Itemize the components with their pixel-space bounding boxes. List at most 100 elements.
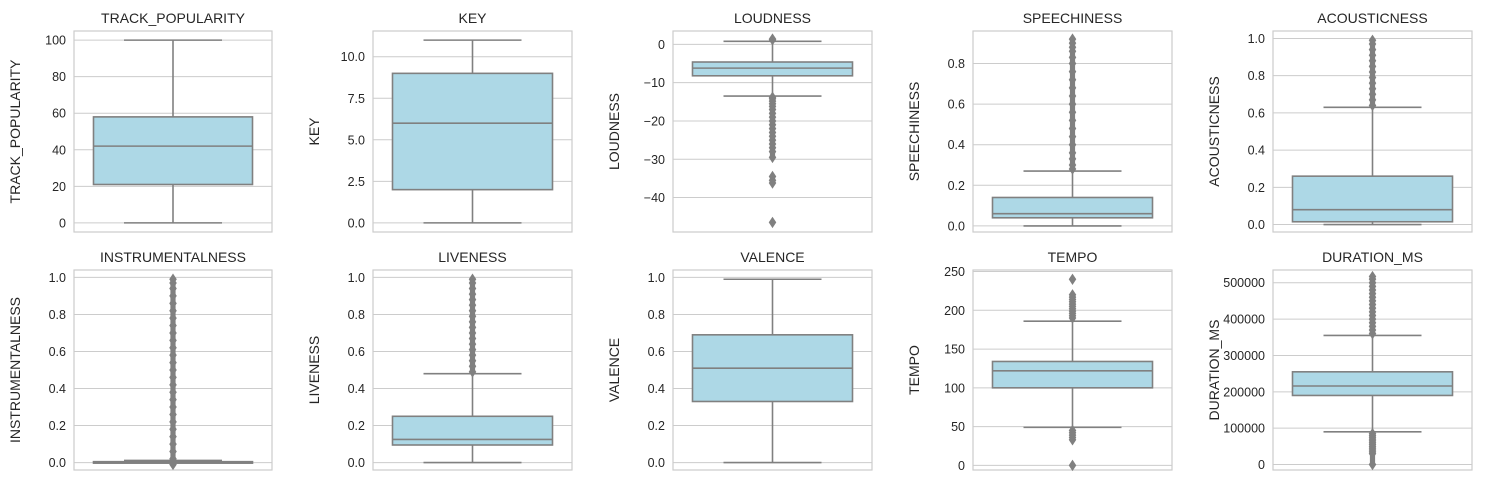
outlier-point [1068, 33, 1077, 45]
subplot-track-popularity: 0 20 40 60 80 100 TRACK_POPULARITY TRACK_POPULA… [7, 10, 273, 233]
subplot-title: DURATION_MS [1322, 249, 1423, 265]
y-tick-label: 150 [944, 343, 965, 357]
y-tick-label: 0.0 [948, 219, 965, 233]
y-axis-label: ACOUSTICNESS [1206, 76, 1222, 186]
y-tick-label: 0 [958, 459, 965, 473]
y-tick-label: 300000 [1223, 349, 1265, 363]
subplot-instrumentalness: 0.0 0.2 0.4 0.6 0.8 1.0 INSTRUMENTALNESS INSTRU… [7, 249, 273, 471]
outlier-point [768, 91, 777, 103]
y-tick-label: 80 [52, 70, 66, 84]
y-axis-label: DURATION_MS [1206, 320, 1222, 421]
subplot-title: TRACK_POPULARITY [101, 10, 246, 26]
y-tick-label: 0.6 [49, 345, 66, 359]
y-tick-label: 0.6 [348, 345, 365, 359]
y-tick-label: 500000 [1223, 276, 1265, 290]
subplot-acousticness: 0.0 0.2 0.4 0.6 0.8 1.0 ACOUSTICNESS ACOUSTICNE… [1206, 10, 1473, 233]
subplot-duration-ms: 0 100000 200000 300000 400000 500000 DURATION_… [1206, 249, 1473, 472]
iqr-box [991, 360, 1154, 389]
y-tick-label: 250 [944, 265, 965, 279]
outlier-point [1368, 34, 1377, 47]
y-tick-label: 0.4 [948, 138, 965, 152]
outlier-point [169, 273, 177, 285]
y-tick-label: −10 [644, 76, 665, 90]
axes-frame [372, 269, 573, 471]
y-tick-label: 0.2 [648, 419, 665, 433]
y-tick-label: 50 [951, 420, 965, 434]
subplot-title: TEMPO [1048, 249, 1098, 265]
iqr-box [1291, 371, 1454, 397]
subplot-key: 0.0 2.5 5.0 7.5 10.0 KEY KEY [306, 10, 573, 233]
y-tick-label: 1.0 [648, 271, 665, 285]
outlier-point [1368, 427, 1377, 440]
y-tick-label: 0.6 [948, 98, 965, 112]
axes-frame [73, 30, 273, 233]
y-tick-label: 400000 [1223, 313, 1265, 327]
y-tick-label: 100 [944, 381, 965, 395]
y-tick-label: 0.0 [49, 456, 66, 470]
subplot-title: INSTRUMENTALNESS [100, 249, 246, 265]
y-tick-label: 100 [45, 34, 66, 48]
subplot-title: LIVENESS [438, 249, 506, 265]
axes-frame [372, 30, 573, 233]
y-tick-label: 60 [52, 107, 66, 121]
y-tick-label: 0.2 [948, 179, 965, 193]
outlier-point [768, 170, 777, 183]
y-tick-label: −40 [644, 191, 665, 205]
y-tick-label: 7.5 [348, 92, 365, 106]
y-axis-label: SPEECHINESS [906, 82, 922, 182]
y-tick-label: −20 [644, 114, 665, 128]
subplot-liveness: 0.0 0.2 0.4 0.6 0.8 1.0 LIVENESS LIVENESS [306, 249, 573, 471]
y-tick-label: 0.2 [49, 419, 66, 433]
y-tick-label: 40 [52, 143, 66, 157]
y-tick-label: 0.4 [49, 382, 66, 396]
y-tick-label: 0.4 [348, 382, 365, 396]
subplot-loudness: −40 −30 −20 −10 0 LOUDNESS LOUDNESS [606, 10, 873, 233]
y-axis-label: VALENCE [606, 338, 622, 402]
y-tick-label: 0.6 [648, 345, 665, 359]
y-axis-label: TRACK_POPULARITY [7, 59, 23, 204]
y-axis-label: TEMPO [906, 345, 922, 395]
iqr-box [991, 196, 1154, 219]
y-axis-label: LIVENESS [306, 336, 322, 404]
axes-frame [1272, 30, 1473, 233]
y-tick-label: 10.0 [341, 50, 365, 64]
outlier-point [1368, 270, 1377, 283]
y-tick-label: 0.8 [49, 308, 66, 322]
subplot-title: VALENCE [740, 249, 804, 265]
y-tick-label: 100000 [1223, 422, 1265, 436]
outlier-point [1068, 459, 1077, 472]
y-tick-label: 0.8 [648, 308, 665, 322]
y-tick-label: 0.0 [648, 456, 665, 470]
subplot-tempo: 0 50 100 150 200 250 TEMPO TEMPO [906, 249, 1173, 473]
y-axis-label: INSTRUMENTALNESS [7, 297, 23, 443]
subplot-title: LOUDNESS [734, 10, 811, 26]
subplot-title: KEY [458, 10, 487, 26]
y-tick-label: 0.2 [1248, 181, 1265, 195]
y-tick-label: 200 [944, 304, 965, 318]
iqr-box [391, 415, 554, 446]
y-tick-label: 0.0 [348, 456, 365, 470]
outlier-point [768, 33, 777, 45]
y-tick-label: 0.8 [348, 308, 365, 322]
outlier-point [1068, 273, 1077, 286]
y-tick-label: 2.5 [348, 175, 365, 189]
y-tick-label: 1.0 [348, 271, 365, 285]
y-tick-label: 1.0 [49, 271, 66, 285]
outlier-point [468, 273, 477, 285]
axes-frame [972, 30, 1173, 233]
subplot-title: SPEECHINESS [1023, 10, 1123, 26]
axes-frame [672, 269, 873, 471]
y-tick-label: 0.6 [1248, 106, 1265, 120]
y-tick-label: 5.0 [348, 133, 365, 147]
y-tick-label: 0.8 [948, 57, 965, 71]
iqr-box [391, 72, 554, 191]
iqr-box [92, 116, 254, 186]
outlier-point [768, 216, 777, 229]
y-tick-label: 0 [1258, 458, 1265, 472]
y-tick-label: 0.4 [1248, 144, 1265, 158]
subplot-valence: 0.0 0.2 0.4 0.6 0.8 1.0 VALENCE VALENCE [606, 249, 873, 471]
y-tick-label: 0 [658, 38, 665, 52]
iqr-box [1291, 175, 1454, 223]
y-axis-label: LOUDNESS [606, 93, 622, 170]
